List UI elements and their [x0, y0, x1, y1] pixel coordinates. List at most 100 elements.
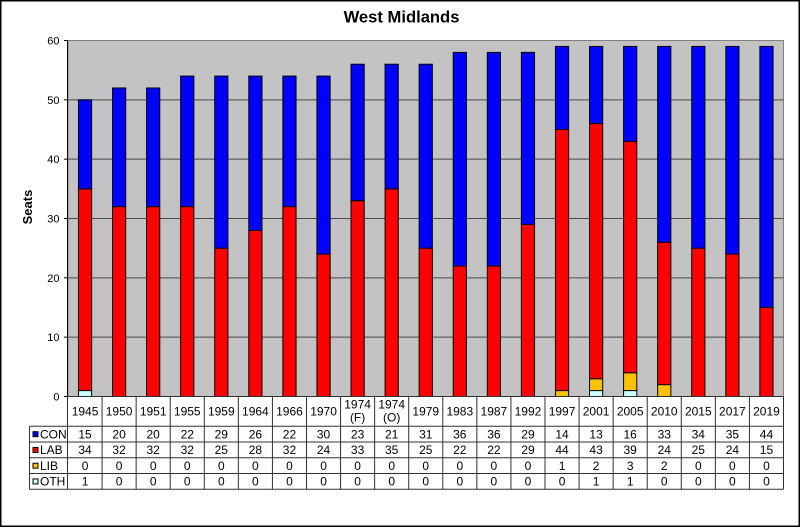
svg-text:24: 24	[317, 443, 331, 457]
svg-text:2015: 2015	[685, 405, 712, 419]
svg-text:40: 40	[47, 154, 59, 166]
svg-text:29: 29	[521, 443, 535, 457]
svg-text:33: 33	[351, 443, 365, 457]
svg-text:1: 1	[627, 475, 634, 489]
svg-text:29: 29	[521, 427, 535, 441]
svg-text:0: 0	[491, 475, 498, 489]
svg-text:50: 50	[47, 95, 59, 107]
svg-text:34: 34	[78, 443, 92, 457]
svg-text:20: 20	[47, 273, 59, 285]
svg-text:1987: 1987	[481, 405, 508, 419]
svg-text:0: 0	[116, 459, 123, 473]
svg-text:1964: 1964	[242, 405, 269, 419]
svg-text:1966: 1966	[276, 405, 303, 419]
svg-text:25: 25	[215, 443, 229, 457]
svg-text:1: 1	[593, 475, 600, 489]
svg-text:0: 0	[150, 459, 157, 473]
svg-text:LAB: LAB	[40, 443, 63, 457]
svg-text:West Midlands: West Midlands	[344, 8, 460, 27]
svg-text:35: 35	[726, 427, 740, 441]
svg-text:CON: CON	[40, 427, 67, 441]
svg-text:0: 0	[559, 475, 566, 489]
svg-text:0: 0	[184, 459, 191, 473]
svg-text:30: 30	[317, 427, 331, 441]
svg-text:Seats: Seats	[20, 190, 35, 225]
svg-text:32: 32	[283, 443, 297, 457]
svg-text:1997: 1997	[549, 405, 576, 419]
svg-text:1945: 1945	[72, 405, 99, 419]
svg-text:0: 0	[729, 475, 736, 489]
svg-text:44: 44	[760, 427, 774, 441]
svg-text:35: 35	[385, 443, 399, 457]
svg-text:33: 33	[658, 427, 672, 441]
svg-text:0: 0	[150, 475, 157, 489]
svg-text:(F): (F)	[350, 411, 365, 425]
svg-text:1974: 1974	[344, 398, 371, 412]
svg-text:15: 15	[78, 427, 92, 441]
svg-text:(O): (O)	[383, 411, 400, 425]
svg-text:29: 29	[215, 427, 229, 441]
svg-text:0: 0	[456, 459, 463, 473]
svg-text:2005: 2005	[617, 405, 644, 419]
svg-text:1: 1	[82, 475, 89, 489]
svg-text:0: 0	[422, 475, 429, 489]
svg-text:0: 0	[286, 459, 293, 473]
svg-text:1959: 1959	[208, 405, 235, 419]
svg-text:0: 0	[388, 459, 395, 473]
svg-text:2017: 2017	[719, 405, 746, 419]
svg-text:32: 32	[147, 443, 161, 457]
svg-text:1950: 1950	[106, 405, 133, 419]
svg-text:24: 24	[726, 443, 740, 457]
svg-text:0: 0	[286, 475, 293, 489]
svg-text:13: 13	[589, 427, 603, 441]
svg-text:16: 16	[624, 427, 638, 441]
svg-text:0: 0	[763, 475, 770, 489]
svg-text:2: 2	[661, 459, 668, 473]
svg-text:0: 0	[184, 475, 191, 489]
svg-text:2001: 2001	[583, 405, 610, 419]
svg-text:0: 0	[388, 475, 395, 489]
svg-text:15: 15	[760, 443, 774, 457]
svg-text:1979: 1979	[412, 405, 439, 419]
svg-text:2: 2	[593, 459, 600, 473]
svg-text:0: 0	[422, 459, 429, 473]
svg-text:34: 34	[692, 427, 706, 441]
svg-text:2010: 2010	[651, 405, 678, 419]
svg-text:31: 31	[419, 427, 433, 441]
svg-text:0: 0	[218, 475, 225, 489]
svg-text:0: 0	[729, 459, 736, 473]
svg-text:0: 0	[695, 459, 702, 473]
svg-text:0: 0	[661, 475, 668, 489]
svg-text:1951: 1951	[140, 405, 167, 419]
svg-text:OTH: OTH	[40, 475, 65, 489]
svg-text:1983: 1983	[446, 405, 473, 419]
svg-text:14: 14	[555, 427, 569, 441]
svg-text:24: 24	[658, 443, 672, 457]
svg-text:0: 0	[53, 392, 59, 404]
svg-text:36: 36	[453, 427, 467, 441]
svg-text:30: 30	[47, 214, 59, 226]
svg-text:20: 20	[147, 427, 161, 441]
svg-text:22: 22	[487, 443, 501, 457]
svg-text:60: 60	[47, 36, 59, 48]
svg-text:44: 44	[555, 443, 569, 457]
svg-text:1: 1	[559, 459, 566, 473]
svg-text:2019: 2019	[753, 405, 780, 419]
svg-text:0: 0	[525, 475, 532, 489]
svg-text:0: 0	[525, 459, 532, 473]
svg-text:20: 20	[112, 427, 126, 441]
svg-text:32: 32	[112, 443, 126, 457]
svg-text:1974: 1974	[378, 398, 405, 412]
svg-text:0: 0	[456, 475, 463, 489]
svg-text:25: 25	[692, 443, 706, 457]
svg-text:0: 0	[320, 475, 327, 489]
svg-text:0: 0	[218, 459, 225, 473]
svg-text:25: 25	[419, 443, 433, 457]
svg-text:26: 26	[249, 427, 263, 441]
svg-text:36: 36	[487, 427, 501, 441]
svg-text:0: 0	[354, 459, 361, 473]
svg-text:22: 22	[453, 443, 467, 457]
svg-text:1955: 1955	[174, 405, 201, 419]
svg-text:21: 21	[385, 427, 399, 441]
svg-text:0: 0	[82, 459, 89, 473]
